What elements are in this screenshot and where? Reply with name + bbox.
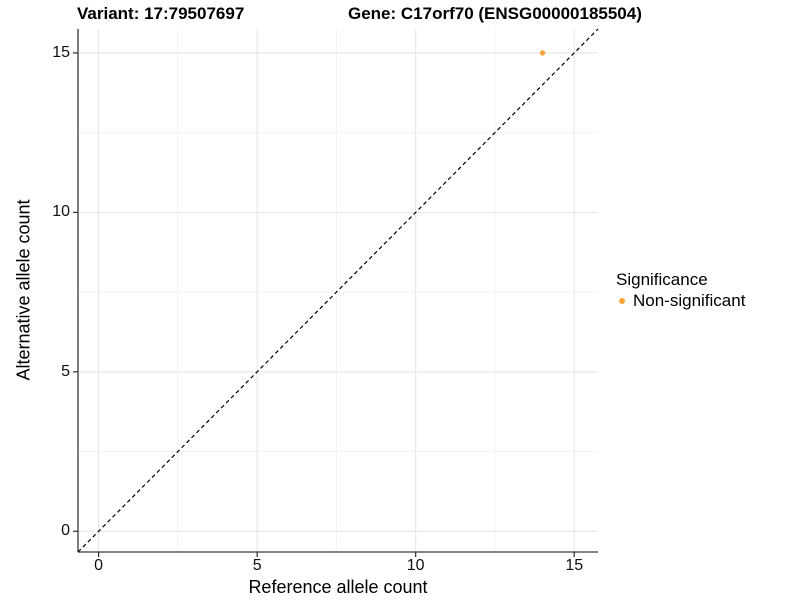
legend-point-icon: [619, 297, 625, 304]
y-tick-label: 0: [61, 522, 70, 540]
y-tick-label: 5: [61, 362, 70, 380]
legend-entry-non-significant: Non-significant: [616, 290, 796, 311]
legend: Significance Non-significant: [616, 269, 796, 311]
y-axis-title: Alternative allele count: [13, 199, 34, 381]
x-tick-label: 5: [252, 557, 262, 574]
plot-title-variant: Variant: 17:79507697: [77, 4, 245, 23]
x-tick-label: 15: [565, 557, 584, 574]
y-tick-label: 10: [52, 203, 70, 221]
legend-title: Significance: [616, 270, 708, 289]
identity-line: [77, 28, 599, 553]
y-tick-label: 15: [52, 43, 70, 61]
x-tick-label: 10: [406, 557, 425, 574]
x-axis-title: Reference allele count: [248, 577, 428, 597]
legend-entry-label: Non-significant: [633, 291, 746, 310]
x-tick-label: 0: [94, 557, 104, 574]
plot-title-gene: Gene: C17orf70 (ENSG00000185504): [348, 4, 642, 23]
data-point: [539, 50, 546, 56]
